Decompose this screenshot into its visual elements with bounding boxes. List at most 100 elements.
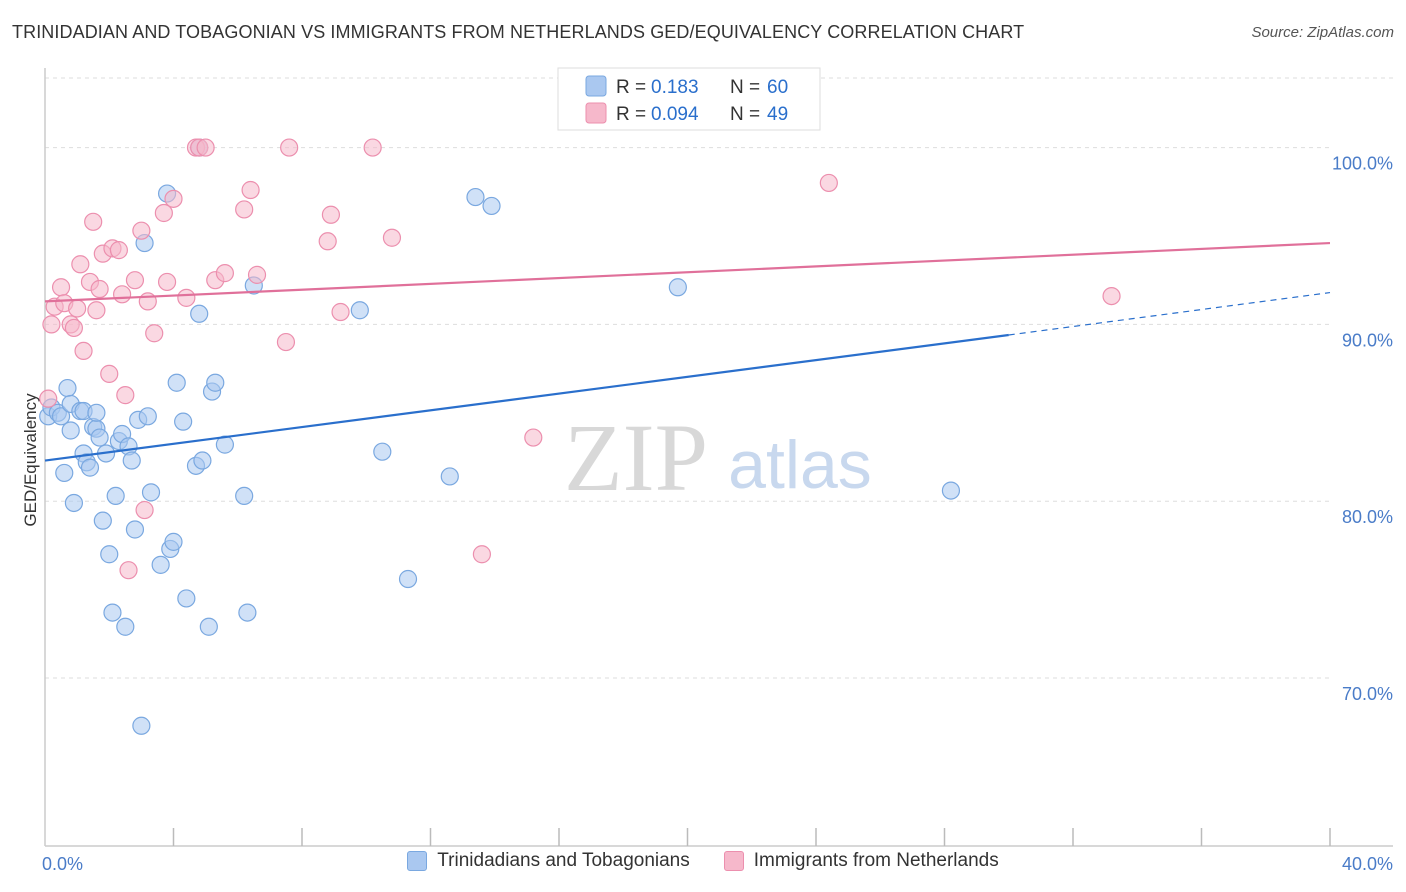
point-netherlands — [819, 173, 838, 193]
legend-n-label-1: N = — [730, 77, 760, 98]
point-trinidadians — [61, 421, 80, 440]
point-trinidadians — [466, 187, 485, 207]
trend-lines — [44, 241, 1331, 462]
point-netherlands — [71, 255, 90, 274]
point-netherlands — [87, 301, 106, 320]
point-netherlands — [100, 364, 119, 383]
point-trinidadians — [80, 458, 100, 477]
x-tick-label: 40.0% — [1342, 854, 1393, 874]
point-trinidadians — [100, 545, 119, 564]
point-netherlands — [119, 561, 138, 580]
point-netherlands — [42, 315, 61, 334]
point-netherlands — [74, 341, 93, 361]
trend-line-trinidadians — [44, 333, 1009, 462]
point-trinidadians — [440, 467, 459, 486]
point-netherlands — [39, 389, 58, 408]
point-trinidadians — [151, 555, 170, 574]
source-label: Source: ZipAtlas.com — [1251, 24, 1394, 41]
point-netherlands — [112, 285, 132, 304]
legend-r-label-1: R = — [616, 77, 646, 98]
point-netherlands — [524, 428, 543, 447]
point-netherlands — [321, 205, 341, 224]
y-tick-label: 80.0% — [1342, 507, 1393, 527]
point-netherlands — [318, 232, 337, 251]
point-netherlands — [331, 302, 350, 322]
watermark-zip: ZIP — [564, 404, 708, 511]
point-netherlands — [135, 500, 154, 520]
point-netherlands — [116, 386, 135, 405]
legend-swatch-blue — [585, 75, 607, 97]
point-netherlands — [1102, 286, 1121, 306]
point-trinidadians — [122, 451, 141, 470]
point-netherlands — [235, 200, 254, 219]
point-trinidadians — [138, 407, 157, 426]
bottom-legend: Trinidadians and Tobagonians Immigrants … — [0, 850, 1406, 872]
x-tick-label: 0.0% — [42, 854, 83, 874]
trend-line-extension — [1008, 291, 1331, 336]
point-trinidadians — [87, 403, 106, 422]
point-netherlands — [215, 264, 234, 283]
axes: 100.0% 90.0% 80.0% 70.0% 0.0% 40.0% — [42, 68, 1393, 874]
legend-item-trinidadians: Trinidadians and Tobagonians — [407, 850, 690, 872]
legend-swatch-trinidadians — [407, 851, 428, 871]
point-netherlands — [196, 138, 215, 157]
point-trinidadians — [55, 463, 74, 483]
point-trinidadians — [103, 603, 122, 622]
point-trinidadians — [398, 569, 418, 589]
point-netherlands — [125, 271, 145, 290]
point-trinidadians — [373, 442, 392, 461]
legend-n-value-2: 49 — [767, 104, 788, 125]
point-netherlands — [276, 332, 296, 352]
trend-line-netherlands — [44, 241, 1331, 303]
point-netherlands — [157, 272, 177, 292]
point-netherlands — [90, 279, 109, 299]
point-netherlands — [51, 278, 71, 297]
y-tick-label: 90.0% — [1342, 330, 1393, 350]
point-trinidadians — [174, 412, 193, 431]
point-netherlands — [164, 189, 183, 208]
point-trinidadians — [125, 520, 145, 539]
legend-r-label-2: R = — [616, 104, 646, 125]
point-trinidadians — [51, 407, 71, 426]
legend-r-value-1: 0.183 — [651, 77, 699, 98]
point-trinidadians — [106, 486, 125, 505]
y-tick-label: 70.0% — [1342, 684, 1393, 704]
legend-n-value-1: 60 — [767, 77, 788, 98]
y-axis-label: GED/Equivalency — [21, 393, 40, 527]
y-tick-label: 100.0% — [1332, 154, 1393, 174]
legend-swatch-netherlands — [723, 851, 744, 871]
point-trinidadians — [93, 511, 112, 530]
point-netherlands — [280, 138, 299, 157]
point-trinidadians — [141, 483, 161, 502]
point-netherlands — [109, 241, 128, 260]
legend-box: R = 0.183 N = 60 R = 0.094 N = 49 — [557, 67, 821, 131]
point-trinidadians — [116, 617, 135, 636]
point-netherlands — [247, 265, 267, 284]
point-netherlands — [145, 324, 164, 343]
point-trinidadians — [190, 304, 209, 323]
point-netherlands — [64, 318, 84, 338]
point-netherlands — [154, 203, 173, 223]
point-trinidadians — [350, 301, 369, 320]
point-netherlands — [84, 212, 103, 231]
chart-title: TRINIDADIAN AND TOBAGONIAN VS IMMIGRANTS… — [12, 22, 1025, 42]
legend-item-netherlands: Immigrants from Netherlands — [723, 850, 999, 872]
point-trinidadians — [482, 196, 501, 216]
point-netherlands — [177, 288, 196, 307]
legend-r-value-2: 0.094 — [651, 104, 699, 125]
watermark: ZIP atlas — [564, 404, 872, 511]
point-trinidadians — [164, 532, 183, 551]
point-trinidadians — [64, 493, 84, 513]
point-trinidadians — [167, 373, 186, 392]
point-trinidadians — [177, 589, 196, 608]
legend-swatch-pink — [585, 102, 607, 124]
point-netherlands — [68, 299, 87, 318]
point-trinidadians — [193, 451, 212, 470]
point-netherlands — [241, 180, 260, 200]
point-trinidadians — [132, 716, 151, 735]
point-trinidadians — [206, 373, 225, 392]
legend-label-netherlands: Immigrants from Netherlands — [753, 850, 999, 871]
point-netherlands — [132, 221, 151, 240]
point-trinidadians — [58, 378, 77, 398]
